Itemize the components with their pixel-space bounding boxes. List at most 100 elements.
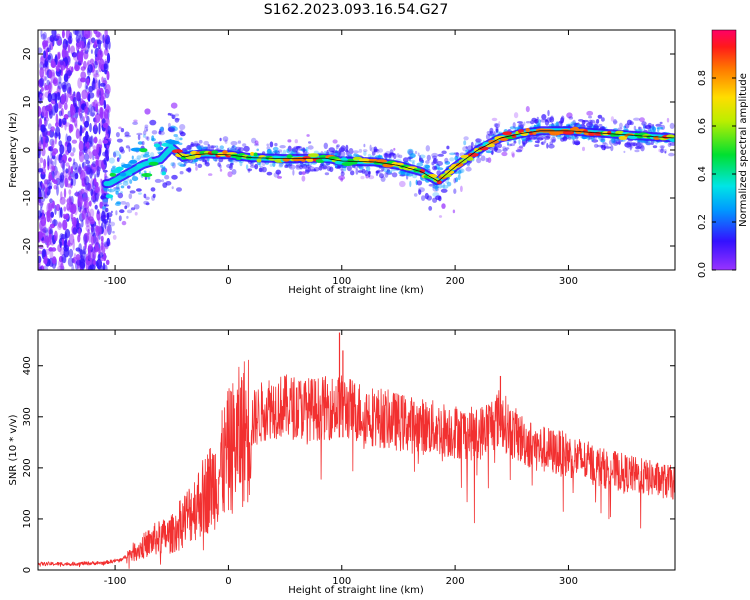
- cb-tick-label: 0.8: [697, 70, 708, 86]
- halo-blob: [136, 132, 143, 136]
- halo-blob: [659, 121, 663, 125]
- noise-blob: [63, 188, 67, 199]
- halo-blob: [169, 113, 173, 117]
- halo-blob: [131, 155, 134, 160]
- halo-blob: [600, 137, 604, 141]
- noise-blob: [38, 250, 43, 255]
- noise-blob: [38, 255, 42, 264]
- halo-blob: [151, 195, 156, 201]
- halo-blob: [288, 150, 295, 155]
- noise-blob: [45, 111, 49, 119]
- noise-blob: [79, 258, 86, 269]
- snr-xlabel: Height of straight line (km): [288, 585, 424, 596]
- halo-blob: [115, 210, 118, 216]
- noise-blob: [79, 40, 85, 49]
- noise-blob: [83, 200, 87, 207]
- halo-blob: [371, 151, 376, 156]
- noise-blob: [51, 247, 57, 252]
- halo-blob: [143, 170, 147, 173]
- noise-blob: [72, 238, 75, 251]
- noise-blob: [94, 186, 100, 194]
- halo-blob: [511, 153, 515, 158]
- halo-blob: [655, 123, 662, 127]
- halo-blob: [573, 140, 581, 146]
- halo-blob: [113, 151, 117, 158]
- halo-blob: [416, 162, 424, 167]
- noise-blob: [80, 71, 87, 80]
- halo-blob: [544, 119, 548, 122]
- halo-blob: [544, 139, 547, 144]
- halo-blob: [154, 178, 162, 183]
- noise-blob: [80, 188, 85, 194]
- halo-blob: [623, 150, 626, 154]
- noise-blob: [78, 30, 85, 39]
- noise-blob: [85, 160, 91, 165]
- halo-blob: [660, 148, 665, 153]
- halo-blob: [288, 164, 296, 170]
- halo-blob: [122, 180, 129, 186]
- noise-blob: [39, 265, 42, 270]
- halo-blob: [190, 141, 194, 146]
- halo-blob: [140, 153, 147, 159]
- halo-blob: [181, 147, 187, 152]
- noise-blob: [97, 39, 102, 50]
- halo-blob: [331, 150, 339, 154]
- noise-blob: [81, 209, 87, 221]
- halo-blob: [551, 139, 556, 143]
- halo-blob: [523, 121, 526, 126]
- noise-blob: [86, 196, 90, 201]
- ridge-blob: [419, 169, 426, 174]
- ridge-blob: [109, 172, 117, 177]
- noise-blob: [44, 40, 49, 47]
- noise-blob: [71, 216, 77, 227]
- halo-blob: [208, 173, 213, 176]
- halo-blob: [104, 220, 111, 226]
- halo-blob: [515, 149, 523, 153]
- noise-blob: [40, 54, 44, 64]
- halo-blob: [338, 150, 346, 157]
- noise-blob: [50, 211, 54, 218]
- snr-marks: [38, 332, 675, 569]
- halo-blob: [207, 144, 210, 147]
- noise-blob: [92, 248, 97, 260]
- noise-blob: [39, 93, 42, 99]
- noise-blob: [89, 208, 95, 218]
- halo-blob: [227, 171, 233, 178]
- halo-blob: [440, 188, 448, 193]
- halo-blob: [160, 140, 166, 144]
- noise-blob: [72, 30, 79, 36]
- noise-blob: [58, 259, 63, 268]
- x-tick-label: 200: [446, 576, 465, 587]
- halo-blob: [284, 164, 289, 168]
- halo-blob: [438, 215, 443, 218]
- noise-blob: [99, 111, 103, 117]
- halo-blob: [305, 164, 312, 168]
- halo-blob: [636, 142, 641, 147]
- halo-blob: [441, 203, 446, 209]
- halo-blob: [272, 146, 279, 151]
- noise-blob: [64, 143, 68, 154]
- ridge-blob: [185, 155, 197, 160]
- halo-blob: [530, 136, 537, 141]
- noise-blob: [75, 128, 80, 139]
- halo-blob: [668, 152, 675, 157]
- noise-blob: [101, 76, 104, 83]
- halo-blob: [518, 138, 521, 145]
- halo-blob: [385, 170, 393, 174]
- halo-blob: [326, 165, 332, 172]
- halo-blob: [346, 165, 352, 172]
- noise-blob: [66, 82, 72, 94]
- halo-blob: [152, 193, 156, 198]
- halo-blob: [245, 164, 249, 170]
- noise-blob: [67, 35, 73, 45]
- noise-blob: [78, 249, 84, 255]
- halo-blob: [421, 159, 425, 164]
- halo-blob: [370, 146, 377, 153]
- noise-blob: [38, 181, 43, 193]
- halo-blob: [116, 183, 120, 190]
- halo-blob: [115, 190, 119, 195]
- ridge-blob: [136, 163, 144, 168]
- noise-blob: [59, 174, 63, 182]
- halo-blob: [640, 145, 645, 152]
- cb-tick-label: 0.2: [697, 214, 708, 230]
